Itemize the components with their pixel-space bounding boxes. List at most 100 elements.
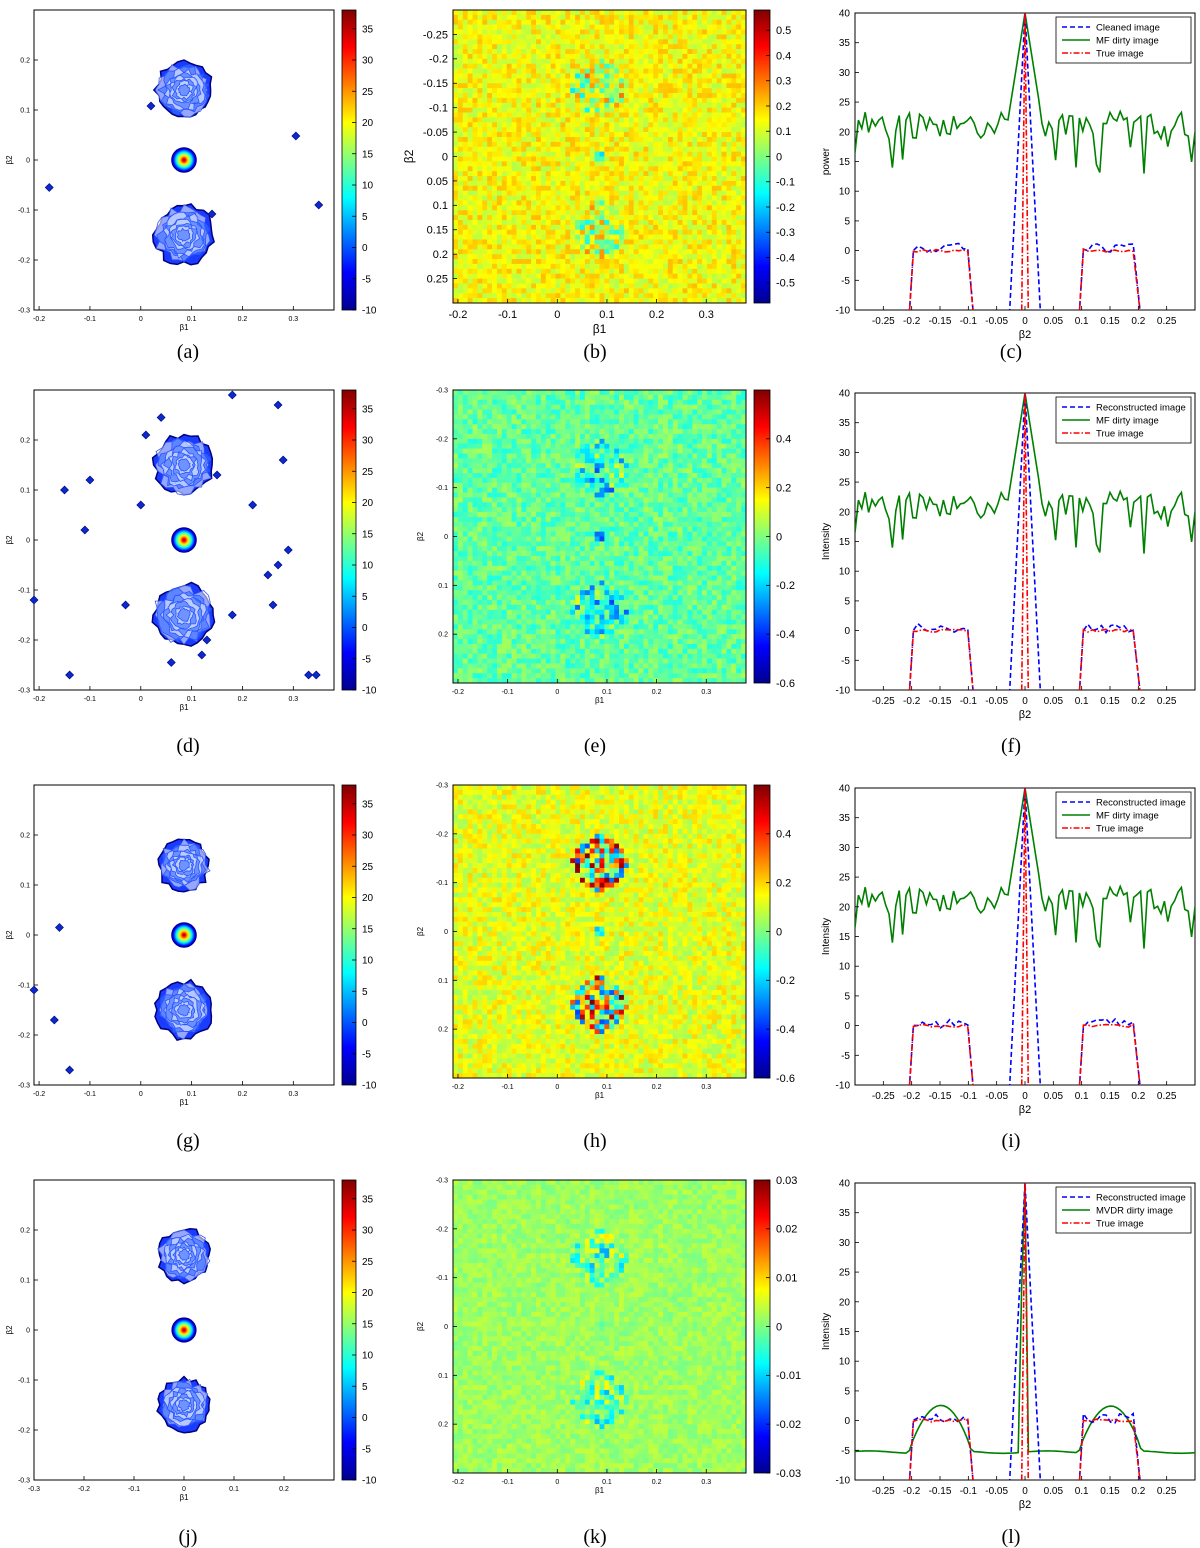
residual-cell (492, 273, 498, 279)
residual-cell (477, 263, 483, 270)
residual-cell (467, 609, 473, 615)
residual-cell (711, 190, 717, 196)
residual-cell (565, 24, 571, 30)
residual-cell (506, 658, 512, 664)
residual-cell (487, 678, 493, 684)
residual-cell (487, 117, 493, 123)
residual-cell (648, 190, 654, 196)
residual-cell (726, 122, 732, 128)
residual-cell (604, 268, 610, 274)
residual-cell (692, 53, 698, 60)
residual-cell (531, 502, 537, 508)
source-center-point (171, 147, 197, 173)
residual-cell (579, 249, 586, 255)
residual-cell (501, 419, 508, 425)
residual-cell (521, 473, 527, 479)
residual-cell (594, 200, 600, 206)
residual-cell (516, 127, 522, 133)
residual-cell (706, 122, 713, 128)
residual-cell (702, 14, 708, 21)
residual-cell (467, 678, 473, 684)
residual-cell (589, 146, 595, 152)
residual-cell (472, 629, 478, 635)
residual-cell (545, 263, 551, 270)
residual-cell (506, 482, 512, 488)
residual-cell (692, 19, 698, 25)
residual-cell (706, 288, 713, 294)
residual-cell (589, 176, 595, 182)
residual-cell (457, 516, 464, 523)
residual-cell (736, 288, 742, 294)
residual-cell (628, 229, 634, 235)
residual-cell (667, 68, 674, 74)
residual-cell (599, 97, 605, 104)
residual-cell (628, 122, 634, 128)
residual-cell (516, 190, 522, 196)
residual-cell (492, 394, 498, 401)
residual-cell (516, 156, 522, 162)
residual-cell (521, 551, 527, 557)
residual-cell (496, 39, 503, 45)
residual-cell (711, 268, 717, 274)
residual-cell (672, 117, 678, 123)
residual-cell (545, 58, 551, 65)
residual-cell (511, 229, 517, 235)
residual-cell (662, 259, 669, 265)
residual-cell (496, 541, 503, 547)
residual-cell (521, 399, 527, 405)
residual-cell (487, 570, 493, 576)
residual-cell (467, 58, 473, 65)
residual-cell (589, 195, 595, 201)
residual-cell (677, 263, 683, 270)
residual-cell (628, 205, 634, 211)
residual-cell (457, 463, 464, 469)
residual-cell (619, 97, 625, 104)
residual-cell (570, 249, 576, 255)
residual-cell (531, 551, 537, 557)
residual-cell (477, 141, 483, 148)
residual-cell (716, 44, 722, 50)
residual-cell (531, 473, 537, 479)
residual-cell (496, 629, 503, 635)
residual-cell (697, 88, 703, 94)
residual-cell (462, 546, 468, 552)
residual-cell (467, 658, 473, 664)
residual-cell (526, 575, 532, 581)
residual-cell (609, 298, 615, 304)
residual-cell (633, 244, 639, 250)
y-axis-label: β2 (402, 149, 416, 163)
residual-cell (467, 634, 473, 640)
residual-cell (492, 634, 498, 640)
residual-cell (472, 448, 478, 454)
residual-cell (467, 176, 473, 182)
residual-cell (492, 502, 498, 508)
residual-cell (609, 151, 615, 157)
residual-cell (579, 10, 586, 16)
residual-cell (643, 117, 649, 123)
residual-cell (467, 643, 473, 650)
residual-cell (721, 259, 727, 265)
residual-cell (623, 283, 630, 289)
residual-cell (536, 263, 542, 270)
residual-cell (687, 97, 693, 104)
residual-cell (457, 136, 464, 143)
residual-cell (487, 668, 493, 674)
residual-cell (531, 429, 537, 435)
residual-cell (482, 146, 488, 152)
residual-cell (506, 424, 512, 430)
residual-cell (453, 19, 459, 25)
residual-cell (526, 580, 532, 586)
residual-cell (594, 102, 600, 108)
residual-cell (506, 53, 512, 60)
residual-cell (492, 97, 498, 104)
residual-cell (536, 83, 542, 89)
residual-cell (648, 205, 654, 211)
residual-cell (477, 463, 483, 469)
residual-cell (687, 200, 693, 206)
residual-cell (501, 502, 508, 508)
residual-cell (667, 102, 674, 108)
residual-cell (536, 283, 542, 289)
residual-cell (521, 438, 527, 445)
residual-cell (531, 293, 537, 299)
residual-cell (692, 83, 698, 89)
